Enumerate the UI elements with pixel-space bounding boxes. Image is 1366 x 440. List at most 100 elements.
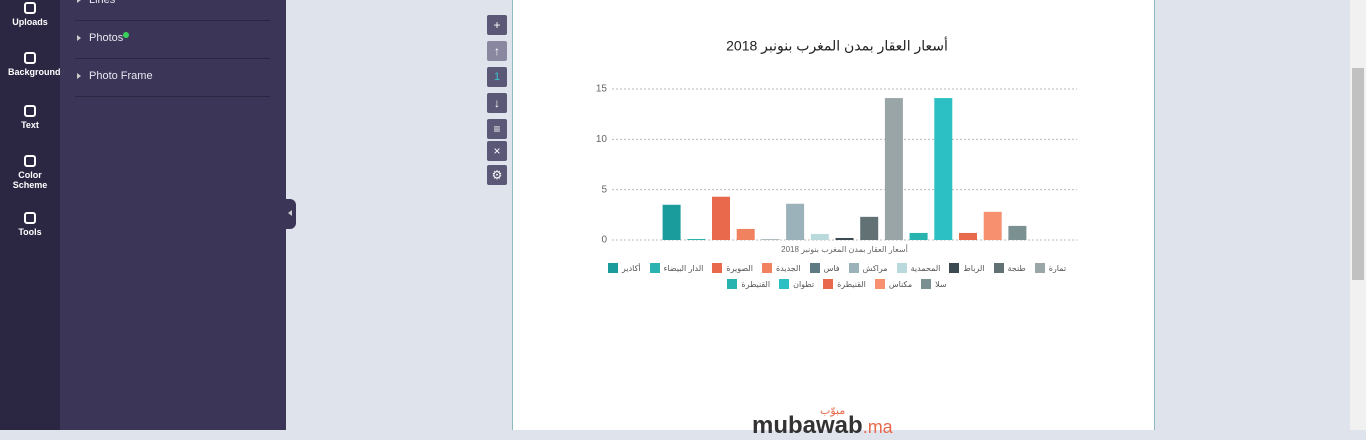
duplicate[interactable]: ≡ [487,119,507,139]
legend-item[interactable]: الصويرة [712,263,753,273]
legend-item[interactable]: سلا [921,279,947,289]
bar [860,216,879,240]
legend-swatch [874,279,885,289]
bar [687,238,706,240]
legend: أكادير الدار البيضاء الصويرة الجديدة فاس مراك… [602,263,1072,289]
collapse-tab[interactable] [286,199,296,229]
legend-item[interactable]: تطوان [779,279,814,289]
sidebar-item[interactable]: Color Scheme [0,155,60,190]
sidebar-icon [24,212,36,224]
bar [736,228,755,240]
legend-label: الرباط [963,263,985,273]
expand-arrow [77,73,81,79]
logo-arabic: مبوّب [820,405,846,417]
y-tick-label: 10 [596,134,608,145]
bar [884,98,903,240]
sidebar-item[interactable]: Text [0,105,60,130]
y-tick-label: 15 [596,84,608,95]
legend-item[interactable]: الرباط [949,263,985,273]
legend-label: المحمدية [910,263,941,273]
sidebar-item[interactable]: Tools [0,212,60,237]
legend-swatch [809,263,820,273]
scroll-thumb[interactable] [1352,68,1364,280]
logo: mubawab.ma [752,412,893,440]
legend-swatch [993,263,1004,273]
bar [810,233,829,240]
legend-label: فاس [823,263,840,273]
bar [662,204,681,240]
sidebar-label: Uploads [12,17,48,27]
page-number: 1 [487,67,507,87]
legend-swatch [848,263,859,273]
sidebar-label: Background [8,67,61,77]
sidebar: Uploads Background Text Color Scheme Tools [0,0,61,430]
sidebar-item[interactable]: Uploads [0,2,60,27]
bar [712,196,730,240]
bar [761,239,780,240]
y-tick-label: 5 [601,184,607,195]
panel-label: Photos [89,32,130,44]
legend-item[interactable]: الجديدة [761,263,801,273]
sidebar-icon [24,52,36,64]
legend-label: القنيطرة [837,279,866,289]
legend-item[interactable]: تمارة [1034,263,1067,273]
bar [1008,225,1027,240]
legend-swatch [649,263,660,273]
logo-suffix: .ma [862,417,893,437]
expand-arrow [77,35,81,41]
legend-item[interactable]: مكناس [874,279,913,289]
sidebar-icon [24,155,36,167]
legend-item[interactable]: طنجة [993,263,1026,273]
settings[interactable]: ⚙ [487,165,507,185]
sidebar-label: Color Scheme [12,170,48,190]
panel-label: Lines [89,0,116,6]
bar [934,98,953,240]
legend-label: الدار البيضاء [663,263,704,273]
y-tick-label: 0 [601,235,607,246]
bar [909,232,928,240]
status-dot [123,32,130,38]
panel-item[interactable]: Photo Frame [75,58,270,97]
legend-label: سلا [935,279,947,289]
chart: أسعار العقار بمدن المغرب بنونبر 2018 0 5 1… [596,37,1077,254]
panel-item[interactable]: Photos [75,20,270,59]
legend-swatch [896,263,907,273]
legend-item[interactable]: فاس [809,263,840,273]
sidebar-icon [24,105,36,117]
collapse-arrow [288,210,292,216]
legend-item[interactable]: مراكش [848,263,888,273]
legend-swatch [607,263,618,273]
legend-label: القنيطرة [741,279,771,289]
panel-item[interactable]: Lines [75,0,270,21]
delete[interactable]: × [487,141,507,161]
legend-item[interactable]: أكادير [607,263,641,273]
legend-item[interactable]: المحمدية [896,263,941,273]
panel-label: Photo Frame [89,70,153,82]
sidebar-icon [24,2,36,14]
bar [959,232,977,240]
legend-label: أكادير [621,263,641,273]
legend-item[interactable]: القنيطرة [727,279,770,289]
legend-item[interactable]: القنيطرة [823,279,866,289]
legend-label: الجديدة [775,263,801,273]
design-page [512,0,1155,430]
legend-swatch [779,279,790,289]
bar [786,203,805,240]
legend-label: مراكش [862,263,888,273]
move-up[interactable]: ↑ [487,41,507,61]
x-tick-label: أسعار العقار بمدن المغرب بنونبر 2018 [781,244,908,254]
legend-swatch [823,279,834,289]
logo-text: mubawab [752,412,863,439]
legend-swatch [761,263,772,273]
add-page[interactable]: + [487,15,507,35]
move-down[interactable]: ↓ [487,93,507,113]
legend-item[interactable]: الدار البيضاء [649,263,704,273]
sidebar-item[interactable]: Background [0,52,61,77]
sidebar-label: Text [21,120,39,130]
sidebar-label: Tools [18,227,42,237]
legend-label: تمارة [1048,263,1067,273]
bar [835,237,854,240]
legend-label: مكناس [888,279,913,289]
legend-label: تطوان [793,279,815,289]
